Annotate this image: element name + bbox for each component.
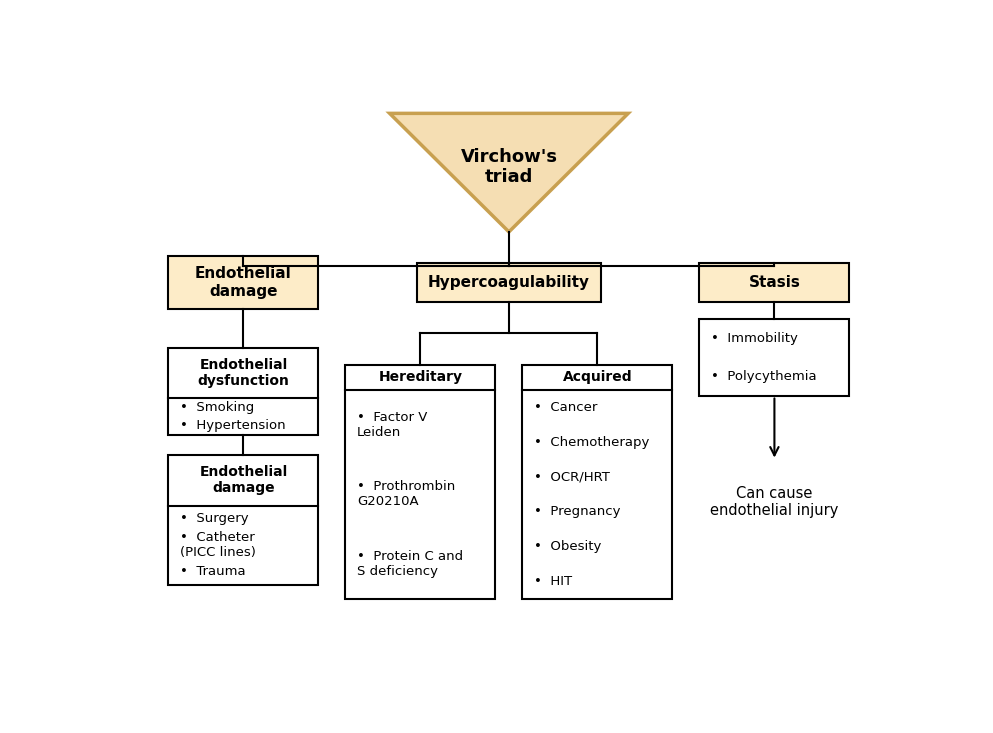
Text: Can cause
endothelial injury: Can cause endothelial injury (710, 486, 839, 518)
Text: •  Polycythemia: • Polycythemia (711, 370, 816, 383)
Text: •  OCR/HRT: • OCR/HRT (534, 471, 610, 484)
Bar (699, 263, 849, 303)
Text: •  Catheter
(PICC lines): • Catheter (PICC lines) (180, 531, 256, 559)
Text: Hypercoagulability: Hypercoagulability (428, 275, 590, 290)
Text: •  Immobility: • Immobility (711, 332, 797, 345)
Text: •  HIT: • HIT (534, 575, 572, 588)
Text: •  Pregnancy: • Pregnancy (534, 505, 621, 518)
Text: •  Cancer: • Cancer (534, 401, 598, 414)
Text: •  Chemotherapy: • Chemotherapy (534, 435, 649, 449)
Bar (169, 256, 319, 309)
Text: •  Obesity: • Obesity (534, 540, 602, 553)
Bar (169, 454, 319, 585)
Text: •  Protein C and
S deficiency: • Protein C and S deficiency (356, 550, 463, 578)
Text: •  Hypertension: • Hypertension (180, 419, 286, 432)
Text: •  Prothrombin
G20210A: • Prothrombin G20210A (356, 480, 455, 508)
Text: Virchow's
triad: Virchow's triad (461, 147, 557, 186)
Text: Stasis: Stasis (749, 275, 800, 290)
Text: Endothelial
damage: Endothelial damage (195, 267, 292, 299)
Text: •  Factor V
Leiden: • Factor V Leiden (356, 410, 427, 439)
Bar (522, 364, 672, 599)
Bar (346, 364, 496, 599)
Polygon shape (389, 114, 629, 232)
Text: Acquired: Acquired (563, 370, 633, 384)
Text: •  Trauma: • Trauma (180, 565, 245, 578)
Text: •  Smoking: • Smoking (180, 401, 254, 414)
Text: Endothelial
damage: Endothelial damage (200, 465, 288, 496)
Text: •  Surgery: • Surgery (180, 512, 248, 526)
Text: Hereditary: Hereditary (378, 370, 463, 384)
Bar (417, 263, 602, 303)
Text: Endothelial
dysfunction: Endothelial dysfunction (198, 358, 289, 388)
Bar (699, 320, 849, 396)
Bar (169, 347, 319, 435)
